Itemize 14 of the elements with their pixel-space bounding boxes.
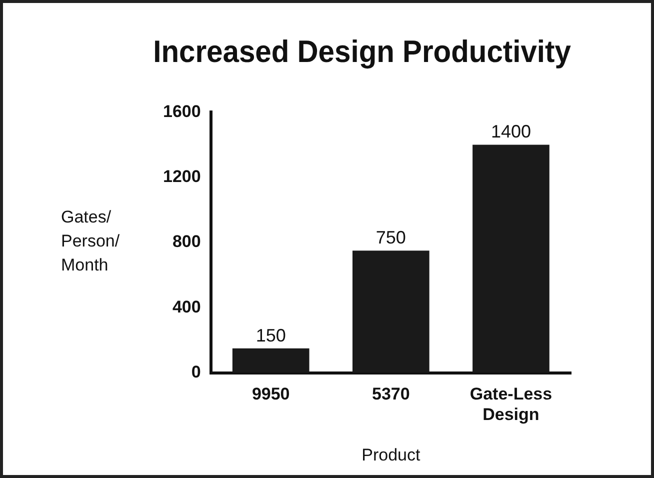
- y-tick-label: 1200: [162, 167, 201, 186]
- y-tick-label: 0: [191, 362, 201, 382]
- x-tick-label: Gate-Less Design: [470, 384, 552, 424]
- data-label: 1400: [490, 122, 531, 142]
- x-tick-label: 5370: [372, 384, 410, 404]
- x-tick-label: 9950: [252, 384, 290, 404]
- chart-title: Increased Design Productivity: [153, 35, 572, 70]
- y-tick-label: 800: [172, 232, 201, 252]
- x-axis-title: Product: [362, 445, 420, 464]
- y-axis-title: Gates/ Person/ Month: [61, 208, 120, 275]
- y-tick-label: 400: [172, 297, 201, 316]
- y-tick-label: 1600: [162, 102, 201, 121]
- data-label: 750: [376, 228, 406, 248]
- data-label: 150: [256, 325, 286, 346]
